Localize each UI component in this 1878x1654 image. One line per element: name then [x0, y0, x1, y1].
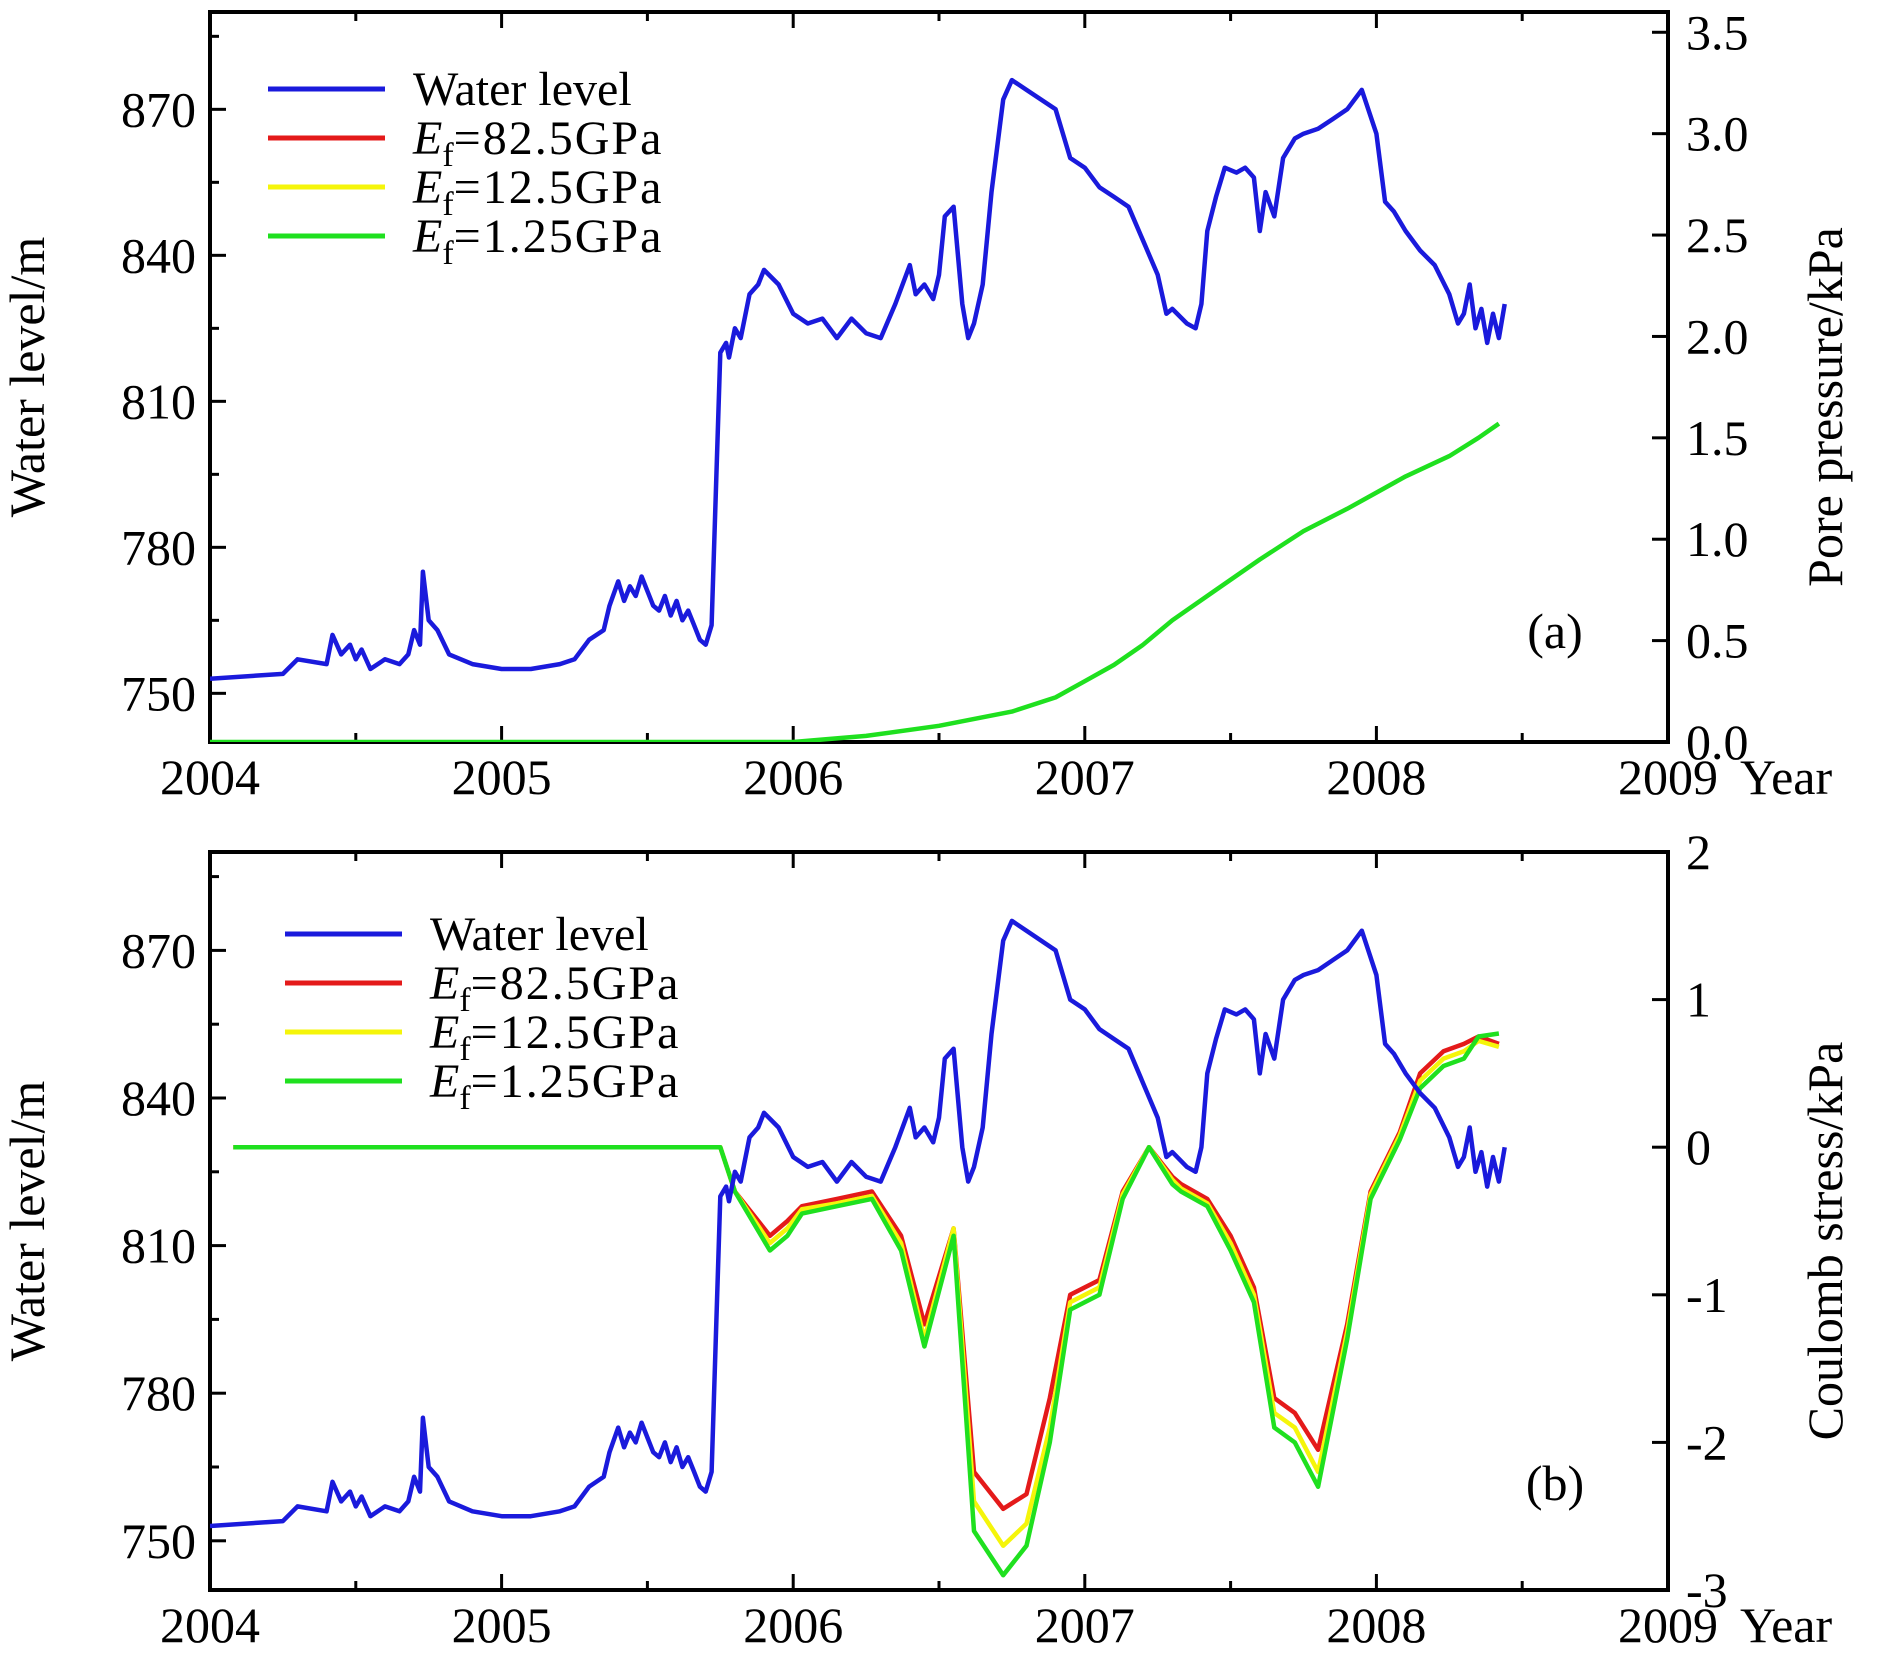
legend-label: Water level — [413, 63, 632, 116]
legend-label-value: =82.5GPa — [471, 957, 681, 1010]
y-left-tick-label: 840 — [121, 227, 196, 283]
legend-label-main: E — [429, 1055, 459, 1108]
x-tick-label: 2006 — [743, 1597, 843, 1653]
y-right-tick-label: -1 — [1686, 1267, 1728, 1323]
coulomb-stress-line-ef-1-25 — [233, 1031, 1500, 1578]
x-tick-label: 2007 — [1035, 749, 1135, 805]
panel-a: 2004 2005 2006 2007 2008 2009 Year 750 780 810 840… — [0, 4, 1853, 805]
y-right-tick-label: 0.5 — [1686, 613, 1749, 669]
legend-label: Ef=82.5GPa — [412, 112, 663, 174]
y-left-tick-label: 840 — [121, 1070, 196, 1126]
y-left-axis-title: Water level/m — [0, 237, 55, 518]
y-right-tick-label: 1.0 — [1686, 511, 1749, 567]
y-left-axis-title: Water level/m — [0, 1081, 55, 1362]
panel-label: (a) — [1527, 603, 1583, 659]
legend-label: Ef=82.5GPa — [429, 957, 680, 1019]
y-right-axis-title: Pore pressure/kPa — [1797, 227, 1853, 587]
legend-label: Ef=1.25GPa — [412, 210, 663, 272]
y-right-axis-title: Coulomb stress/kPa — [1797, 1042, 1853, 1441]
plot-frame — [208, 850, 1670, 1592]
x-tick-label: 2005 — [452, 1597, 552, 1653]
y-right-tick-label: 2.5 — [1686, 207, 1749, 263]
water-level-line — [210, 77, 1507, 681]
y-left-tick-label: 810 — [121, 1218, 196, 1274]
y-right-tick-label: 1 — [1686, 972, 1711, 1028]
legend-label-main: E — [429, 957, 459, 1010]
legend-label-main: E — [412, 112, 442, 165]
x-axis-title: Year — [1740, 749, 1832, 805]
y-right-tick-label: 0.0 — [1686, 714, 1749, 770]
legend-label-main: E — [412, 210, 442, 263]
legend-label-main: Water level — [413, 63, 632, 116]
panel-b: 2004 2005 2006 2007 2008 2009 Year 750 780 810 840… — [0, 824, 1853, 1653]
legend-label-subscript: f — [459, 982, 471, 1019]
legend: Water levelEf=82.5GPaEf=12.5GPaEf=1.25GP… — [268, 63, 663, 272]
y-right-tick-label: 2 — [1686, 824, 1711, 880]
x-axis-title: Year — [1740, 1597, 1832, 1653]
x-tick-label: 2007 — [1035, 1597, 1135, 1653]
legend-label-value: =12.5GPa — [454, 161, 664, 214]
x-tick-label: 2004 — [160, 749, 260, 805]
legend-label-subscript: f — [459, 1080, 471, 1117]
legend-label-main: E — [412, 161, 442, 214]
y-left-tick-label: 810 — [121, 373, 196, 429]
y-left-tick-label: 870 — [121, 922, 196, 978]
legend-label: Water level — [430, 908, 649, 961]
x-tick-label: 2004 — [160, 1597, 260, 1653]
water-level-line — [210, 918, 1507, 1529]
legend-label-subscript: f — [442, 186, 454, 223]
x-tick-label: 2005 — [452, 749, 552, 805]
x-tick-label: 2006 — [743, 749, 843, 805]
legend-label-main: E — [429, 1006, 459, 1059]
x-tick-label: 2009 — [1618, 749, 1718, 805]
legend-label-subscript: f — [442, 235, 454, 272]
plot-area — [210, 77, 1507, 742]
y-right-tick-label: -2 — [1686, 1414, 1728, 1470]
panel-label: (b) — [1526, 1455, 1584, 1511]
y-left-tick-label: 750 — [121, 665, 196, 721]
y-right-tick-label: 1.5 — [1686, 410, 1749, 466]
legend-label-subscript: f — [442, 137, 454, 174]
legend: Water levelEf=82.5GPaEf=12.5GPaEf=1.25GP… — [285, 908, 680, 1117]
legend-label: Ef=12.5GPa — [412, 161, 663, 223]
x-tick-label: 2008 — [1326, 1597, 1426, 1653]
plot-area — [210, 918, 1507, 1578]
legend-label-value: =12.5GPa — [471, 1006, 681, 1059]
legend-label-value: =1.25GPa — [471, 1055, 681, 1108]
y-left-tick-label: 870 — [121, 81, 196, 137]
x-tick-label: 2009 — [1618, 1597, 1718, 1653]
legend-label-subscript: f — [459, 1031, 471, 1068]
y-left-tick-label: 780 — [121, 519, 196, 575]
legend-label-value: =82.5GPa — [454, 112, 664, 165]
y-left-tick-label: 780 — [121, 1365, 196, 1421]
legend-label: Ef=1.25GPa — [429, 1055, 680, 1117]
y-right-tick-label: -3 — [1686, 1562, 1728, 1618]
y-left-tick-label: 750 — [121, 1513, 196, 1569]
legend-label-value: =1.25GPa — [454, 210, 664, 263]
y-right-tick-label: 2.0 — [1686, 308, 1749, 364]
pore-pressure-line — [210, 421, 1501, 742]
legend-label-main: Water level — [430, 908, 649, 961]
y-right-tick-label: 3.0 — [1686, 106, 1749, 162]
x-tick-label: 2008 — [1326, 749, 1426, 805]
legend-label: Ef=12.5GPa — [429, 1006, 680, 1068]
y-right-tick-label: 3.5 — [1686, 4, 1749, 60]
y-right-tick-label: 0 — [1686, 1119, 1711, 1175]
